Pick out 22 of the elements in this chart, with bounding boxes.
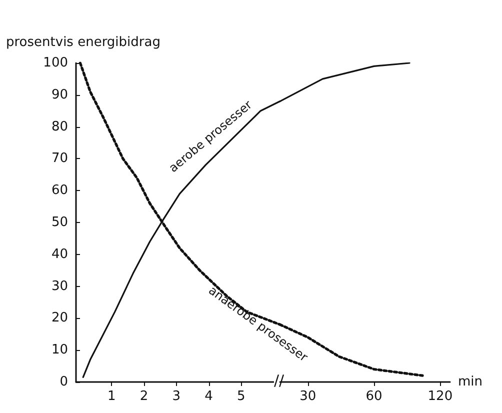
- y-tick-label: 90: [51, 87, 68, 102]
- x-tick-label: 30: [300, 389, 316, 404]
- y-tick-label: 50: [51, 215, 68, 230]
- annotation: //: [274, 372, 286, 390]
- y-tick-label: 60: [51, 183, 68, 198]
- x-tick-label: 3: [172, 389, 181, 404]
- y-tick-label: 0: [60, 374, 68, 390]
- x-tick-label: 2: [140, 389, 148, 404]
- x-tick-label: 5: [237, 389, 246, 404]
- x-tick-label: 60: [366, 389, 382, 404]
- x-tick-label: 4: [204, 389, 213, 404]
- y-tick-label: 80: [51, 119, 68, 134]
- x-axis-title: min: [458, 374, 483, 390]
- y-tick-label: 20: [51, 310, 68, 326]
- y-tick-label: 100: [43, 56, 68, 70]
- y-tick-label: 40: [51, 246, 68, 262]
- y-tick-label: 70: [51, 151, 68, 166]
- y-tick-label: 10: [51, 342, 68, 358]
- x-tick-label: 1: [107, 389, 116, 404]
- y-tick-label: 30: [51, 278, 68, 294]
- x-tick-label: 120: [428, 389, 453, 404]
- y-axis-title: prosentvis energibidrag: [6, 35, 160, 50]
